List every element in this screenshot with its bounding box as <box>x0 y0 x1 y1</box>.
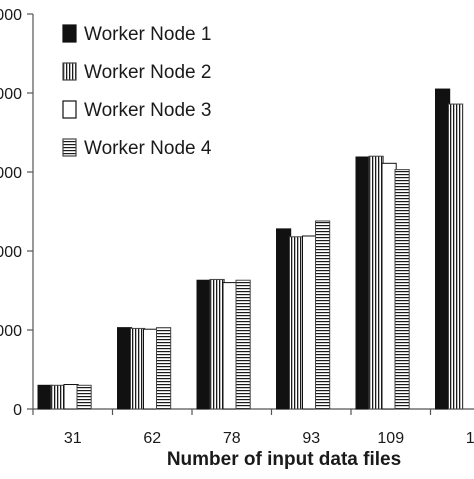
legend-label: Worker Node 1 <box>84 24 211 45</box>
bar-series-2-78 <box>209 278 225 410</box>
y-tick-label: 000 <box>0 165 22 182</box>
bar-series-4-93 <box>315 220 331 410</box>
x-tick-label: 31 <box>64 430 82 447</box>
legend-label: Worker Node 3 <box>84 100 211 121</box>
y-tick-label: 000 <box>0 7 22 24</box>
bar-series-3-93 <box>302 235 318 410</box>
bar-series-4-31 <box>76 384 92 410</box>
bar-series-1-62 <box>117 327 133 410</box>
bars <box>37 88 464 410</box>
x-tick-label: 62 <box>143 430 161 447</box>
bar-series-2-31 <box>50 384 66 410</box>
x-tick-label: 78 <box>223 430 241 447</box>
bar-series-3-109 <box>381 162 397 410</box>
bar-series-2-1 <box>448 103 464 410</box>
y-tick-label: 000 <box>0 86 22 103</box>
bar-series-3-78 <box>222 282 238 410</box>
y-axis: 0000000000000000 <box>0 7 34 419</box>
bar-series-2-62 <box>130 327 146 410</box>
bar-series-2-93 <box>289 236 305 410</box>
bar-series-2-109 <box>368 155 384 410</box>
bar-series-1-31 <box>37 384 53 410</box>
legend-swatch <box>62 62 77 81</box>
x-axis: 31 62 78 93 109 1 <box>32 408 474 447</box>
legend: Worker Node 1 Worker Node 2 Worker Node 3 W… <box>62 24 212 159</box>
legend-swatch <box>62 24 77 43</box>
bar-series-4-109 <box>394 169 410 410</box>
y-tick-label: 000 <box>0 244 22 261</box>
legend-swatch <box>62 138 77 157</box>
x-tick-label: 1 <box>466 430 474 447</box>
y-tick-label: 000 <box>0 323 22 340</box>
bar-series-1-1 <box>435 88 451 410</box>
x-tick-label: 93 <box>302 430 320 447</box>
y-tick-label: 0 <box>13 402 22 419</box>
bar-series-1-109 <box>355 156 371 410</box>
x-axis-title: Number of input data files <box>167 449 401 470</box>
legend-swatch <box>62 100 77 119</box>
bar-series-3-62 <box>143 328 159 410</box>
bar-series-1-78 <box>196 279 212 410</box>
bar-series-1-93 <box>276 228 292 410</box>
bar-series-3-31 <box>63 384 79 410</box>
legend-label: Worker Node 2 <box>84 62 211 83</box>
bar-series-4-62 <box>156 327 172 410</box>
legend-label: Worker Node 4 <box>84 138 212 159</box>
bar-series-4-78 <box>235 279 251 410</box>
x-tick-label: 109 <box>377 430 404 447</box>
